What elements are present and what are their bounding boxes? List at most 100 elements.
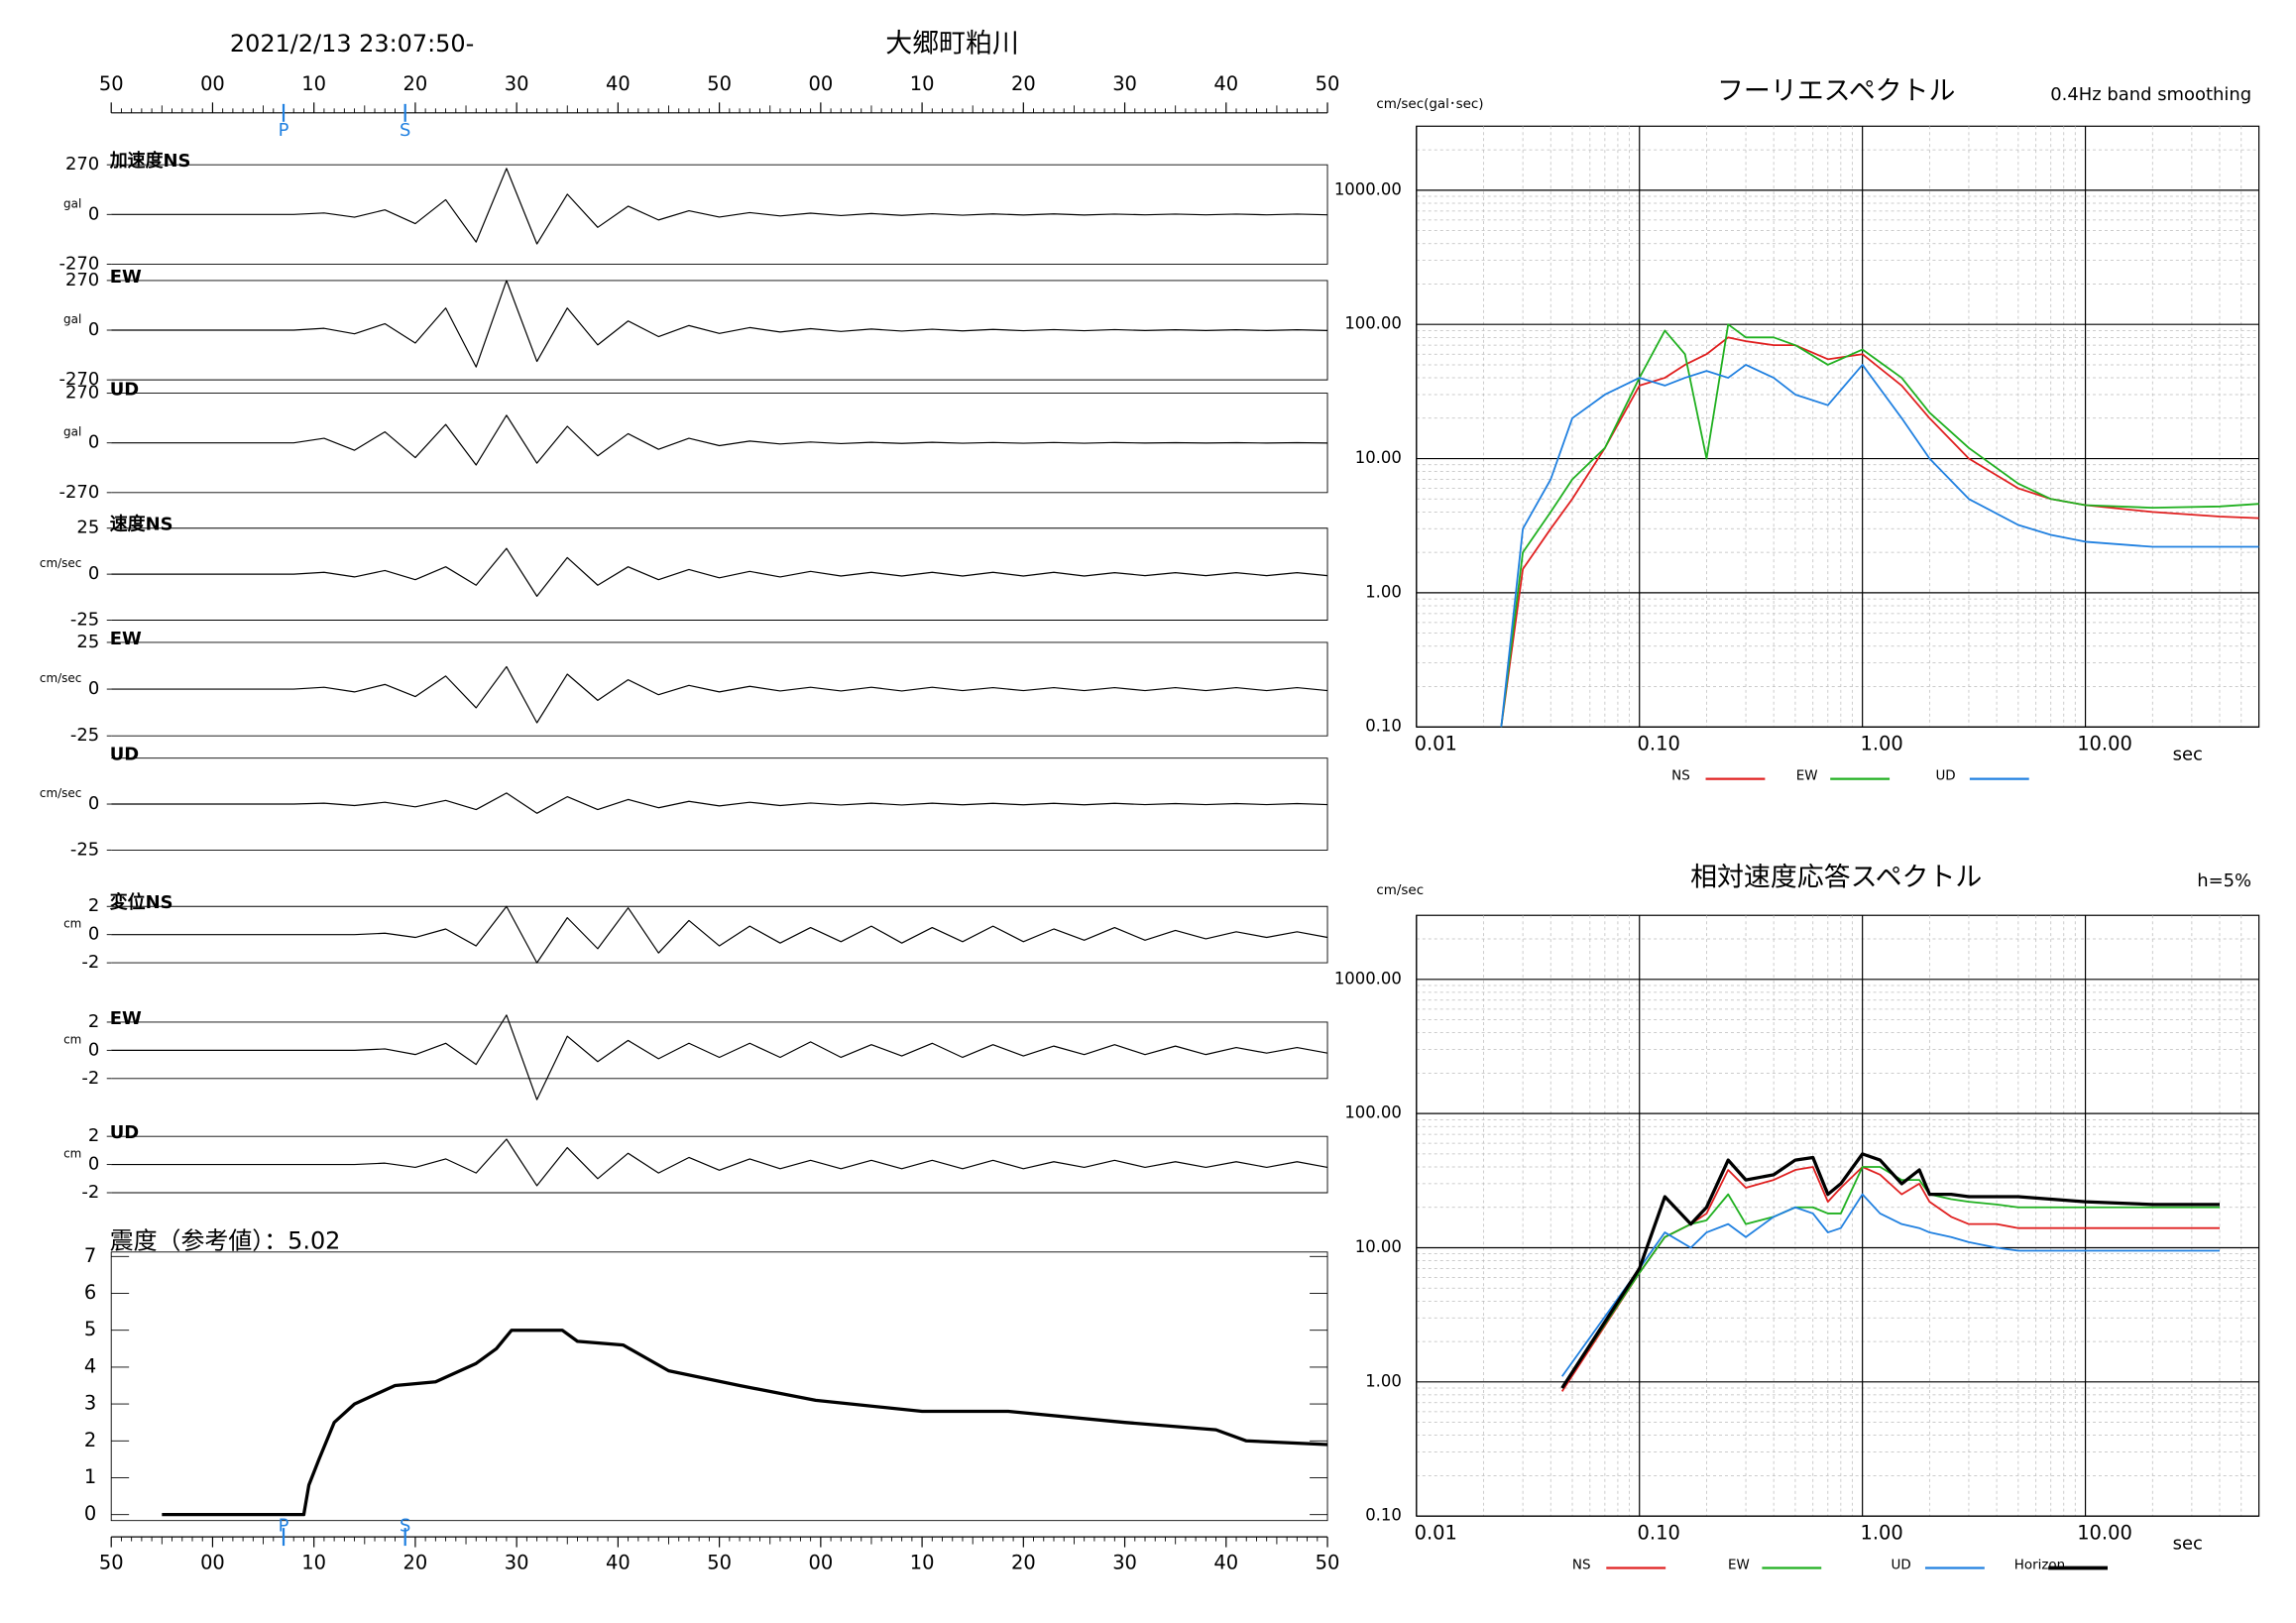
- time-tick-label: 40: [606, 72, 631, 95]
- spectrum-line: [1500, 323, 2259, 728]
- panel-frame: [111, 527, 1328, 621]
- unit-label: cm: [63, 1147, 81, 1161]
- unit-label: gal: [63, 196, 81, 210]
- spectrum-line: [1500, 364, 2259, 728]
- y-tick-label: 0: [88, 319, 99, 340]
- waveform: [111, 665, 1328, 724]
- x-tick-label: 0.01: [1415, 1522, 1457, 1545]
- waveform: [111, 792, 1328, 814]
- y-tick-label: -2: [81, 952, 99, 973]
- waveform: [111, 414, 1328, 466]
- x-axis-unit: sec: [2173, 745, 2203, 765]
- time-tick-label: 20: [1011, 72, 1036, 95]
- time-tick-label: 10: [301, 72, 326, 95]
- y-axis-unit: cm/sec: [1376, 883, 1424, 898]
- y-tick-label: 5: [84, 1318, 96, 1340]
- unit-label: cm/sec: [40, 671, 81, 685]
- y-tick-label: 25: [76, 518, 99, 538]
- x-axis-unit: sec: [2173, 1534, 2203, 1555]
- y-tick-label: 3: [84, 1392, 96, 1415]
- y-tick-label: 100.00: [1344, 1103, 1402, 1122]
- x-tick-label: 1.00: [1860, 1522, 1902, 1545]
- station: 大郷町粕川: [885, 29, 1019, 59]
- time-tick-label: 00: [200, 72, 225, 95]
- panel-title: 速度NS: [110, 514, 173, 535]
- y-tick-label: -270: [59, 253, 100, 274]
- waveform: [111, 1138, 1328, 1187]
- waveform: [111, 168, 1328, 245]
- legend-label: NS: [1671, 769, 1690, 784]
- x-tick-label: 10.00: [2077, 733, 2132, 755]
- panel-title: EW: [110, 267, 142, 288]
- legend-label: UD: [1935, 769, 1955, 784]
- time-tick-label: 50: [707, 72, 732, 95]
- y-tick-label: -2: [81, 1182, 99, 1203]
- x-tick-label: 10.00: [2077, 1522, 2132, 1545]
- panel-title: UD: [110, 1122, 139, 1143]
- panel-frame: [110, 1251, 1328, 1522]
- panel-frame: [111, 641, 1328, 737]
- time-tick-label: 40: [1213, 1552, 1238, 1574]
- time-tick-label: 30: [505, 1552, 529, 1574]
- unit-label: gal: [63, 312, 81, 326]
- y-axis-unit: cm/sec(gal･sec): [1376, 97, 1483, 112]
- time-tick-label: 50: [99, 1552, 124, 1574]
- y-tick-label: 2: [88, 1125, 99, 1146]
- time-tick-label: 50: [99, 72, 124, 95]
- spectrum-line: [1560, 1152, 2220, 1389]
- chart-title: フーリエスペクトル: [1717, 75, 1955, 106]
- y-tick-label: 1.00: [1365, 1371, 1402, 1390]
- panel-frame: [111, 905, 1328, 964]
- y-tick-label: -270: [59, 482, 100, 503]
- x-tick-label: 0.10: [1638, 1522, 1680, 1545]
- panel-title: 震度（参考値）：5.02: [110, 1226, 341, 1254]
- legend-label: EW: [1796, 769, 1818, 784]
- phase-label: S: [400, 120, 410, 141]
- spectrum-line: [1560, 1166, 2220, 1389]
- y-tick-label: 6: [84, 1281, 96, 1304]
- phase-label: P: [279, 1516, 289, 1537]
- y-tick-label: 0.10: [1365, 1506, 1402, 1525]
- waveform: [111, 280, 1328, 368]
- unit-label: gal: [63, 425, 81, 439]
- chart-subtitle: h=5%: [2197, 870, 2251, 891]
- y-tick-label: 1000.00: [1334, 969, 1402, 987]
- waveform: [111, 1014, 1328, 1101]
- panel-frame: [111, 1021, 1328, 1080]
- y-tick-label: 0: [88, 678, 99, 699]
- unit-label: cm/sec: [40, 786, 81, 800]
- unit-label: cm: [63, 917, 81, 931]
- legend-label: UD: [1892, 1559, 1911, 1573]
- time-tick-label: 20: [403, 72, 428, 95]
- unit-label: cm/sec: [40, 556, 81, 570]
- y-tick-label: 2: [88, 1011, 99, 1032]
- y-tick-label: 0: [88, 793, 99, 814]
- time-tick-label: 00: [808, 1552, 833, 1574]
- y-tick-label: 2: [84, 1429, 96, 1451]
- x-tick-label: 0.01: [1415, 733, 1457, 755]
- y-tick-label: -2: [81, 1068, 99, 1089]
- panel-title: EW: [110, 629, 142, 649]
- time-tick-label: 30: [1112, 72, 1137, 95]
- y-tick-label: -25: [70, 609, 99, 630]
- waveform: [111, 905, 1328, 964]
- x-tick-label: 1.00: [1860, 733, 1902, 755]
- y-tick-label: 0: [88, 563, 99, 584]
- time-tick-label: 00: [200, 1552, 225, 1574]
- y-tick-label: 1000.00: [1334, 179, 1402, 198]
- y-tick-label: 0: [88, 1154, 99, 1175]
- time-tick-label: 20: [403, 1552, 428, 1574]
- time-tick-label: 10: [910, 1552, 935, 1574]
- y-tick-label: 270: [65, 383, 99, 404]
- y-tick-label: -270: [59, 369, 100, 390]
- legend-label: NS: [1572, 1559, 1591, 1573]
- legend-label: Horizon: [2014, 1559, 2065, 1573]
- time-tick-label: 10: [301, 1552, 326, 1574]
- y-tick-label: 100.00: [1344, 314, 1402, 333]
- time-tick-label: 50: [1316, 1552, 1340, 1574]
- y-tick-label: 1.00: [1365, 582, 1402, 601]
- time-tick-label: 50: [1316, 72, 1340, 95]
